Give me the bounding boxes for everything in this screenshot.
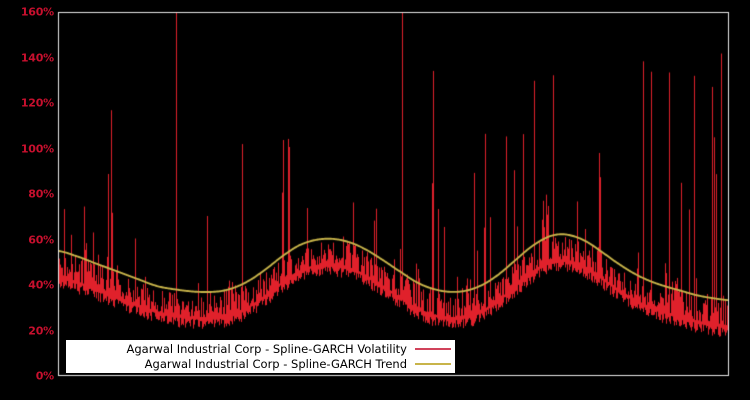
y-axis-tick-labels: 0% 20% 40% 60% 80% 100% 120% 140% 160% bbox=[0, 0, 58, 400]
legend-label-trend: Agarwal Industrial Corp - Spline-GARCH T… bbox=[144, 356, 407, 371]
legend-swatch-volatility bbox=[415, 342, 451, 357]
legend-swatch-trend bbox=[415, 357, 451, 372]
legend-label-volatility: Agarwal Industrial Corp - Spline-GARCH V… bbox=[126, 341, 407, 356]
chart-legend: Agarwal Industrial Corp - Spline-GARCH V… bbox=[66, 340, 455, 373]
y-axis-tick-label: 140% bbox=[20, 51, 54, 64]
y-axis-tick-label: 160% bbox=[20, 5, 54, 19]
y-axis-tick-label: 120% bbox=[20, 96, 54, 110]
legend-entry-trend: Agarwal Industrial Corp - Spline-GARCH T… bbox=[66, 357, 455, 372]
y-axis-tick-label: 40% bbox=[28, 278, 54, 292]
y-axis-tick-label: 60% bbox=[28, 233, 54, 246]
legend-entry-volatility: Agarwal Industrial Corp - Spline-GARCH V… bbox=[66, 342, 455, 357]
y-axis-tick-label: 100% bbox=[20, 142, 54, 155]
y-axis-tick-label: 0% bbox=[35, 369, 54, 383]
y-axis-tick-label: 80% bbox=[28, 187, 54, 201]
y-axis-tick-label: 20% bbox=[28, 324, 54, 337]
